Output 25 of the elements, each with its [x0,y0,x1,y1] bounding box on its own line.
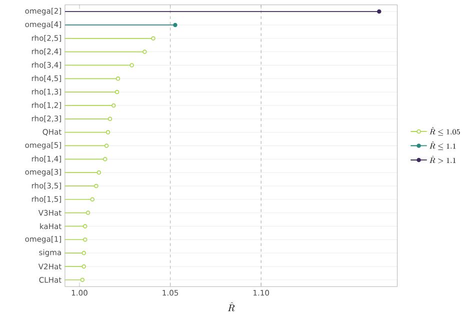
point [116,76,120,81]
point [82,251,86,256]
legend-label: $\hat{R} \leq 1.1$ [430,142,456,150]
point [90,197,95,202]
point [130,63,134,68]
legend-label: $\hat{R} > 1.1$ [430,156,456,164]
point [86,210,90,216]
point [112,103,116,108]
point [82,224,88,228]
point [82,238,88,242]
point [108,116,112,122]
point [80,278,85,282]
point [151,36,156,41]
point [106,130,110,135]
point [82,264,86,269]
point [96,170,102,175]
point [377,10,382,14]
legend-label: $\hat{R} \leq 1.05$ [430,127,460,136]
point [142,50,147,54]
point [173,22,178,28]
x-axis-title: $\hat{R}$ [228,302,235,312]
point [114,90,120,94]
point [104,144,109,148]
point [102,157,108,162]
point [94,184,98,188]
